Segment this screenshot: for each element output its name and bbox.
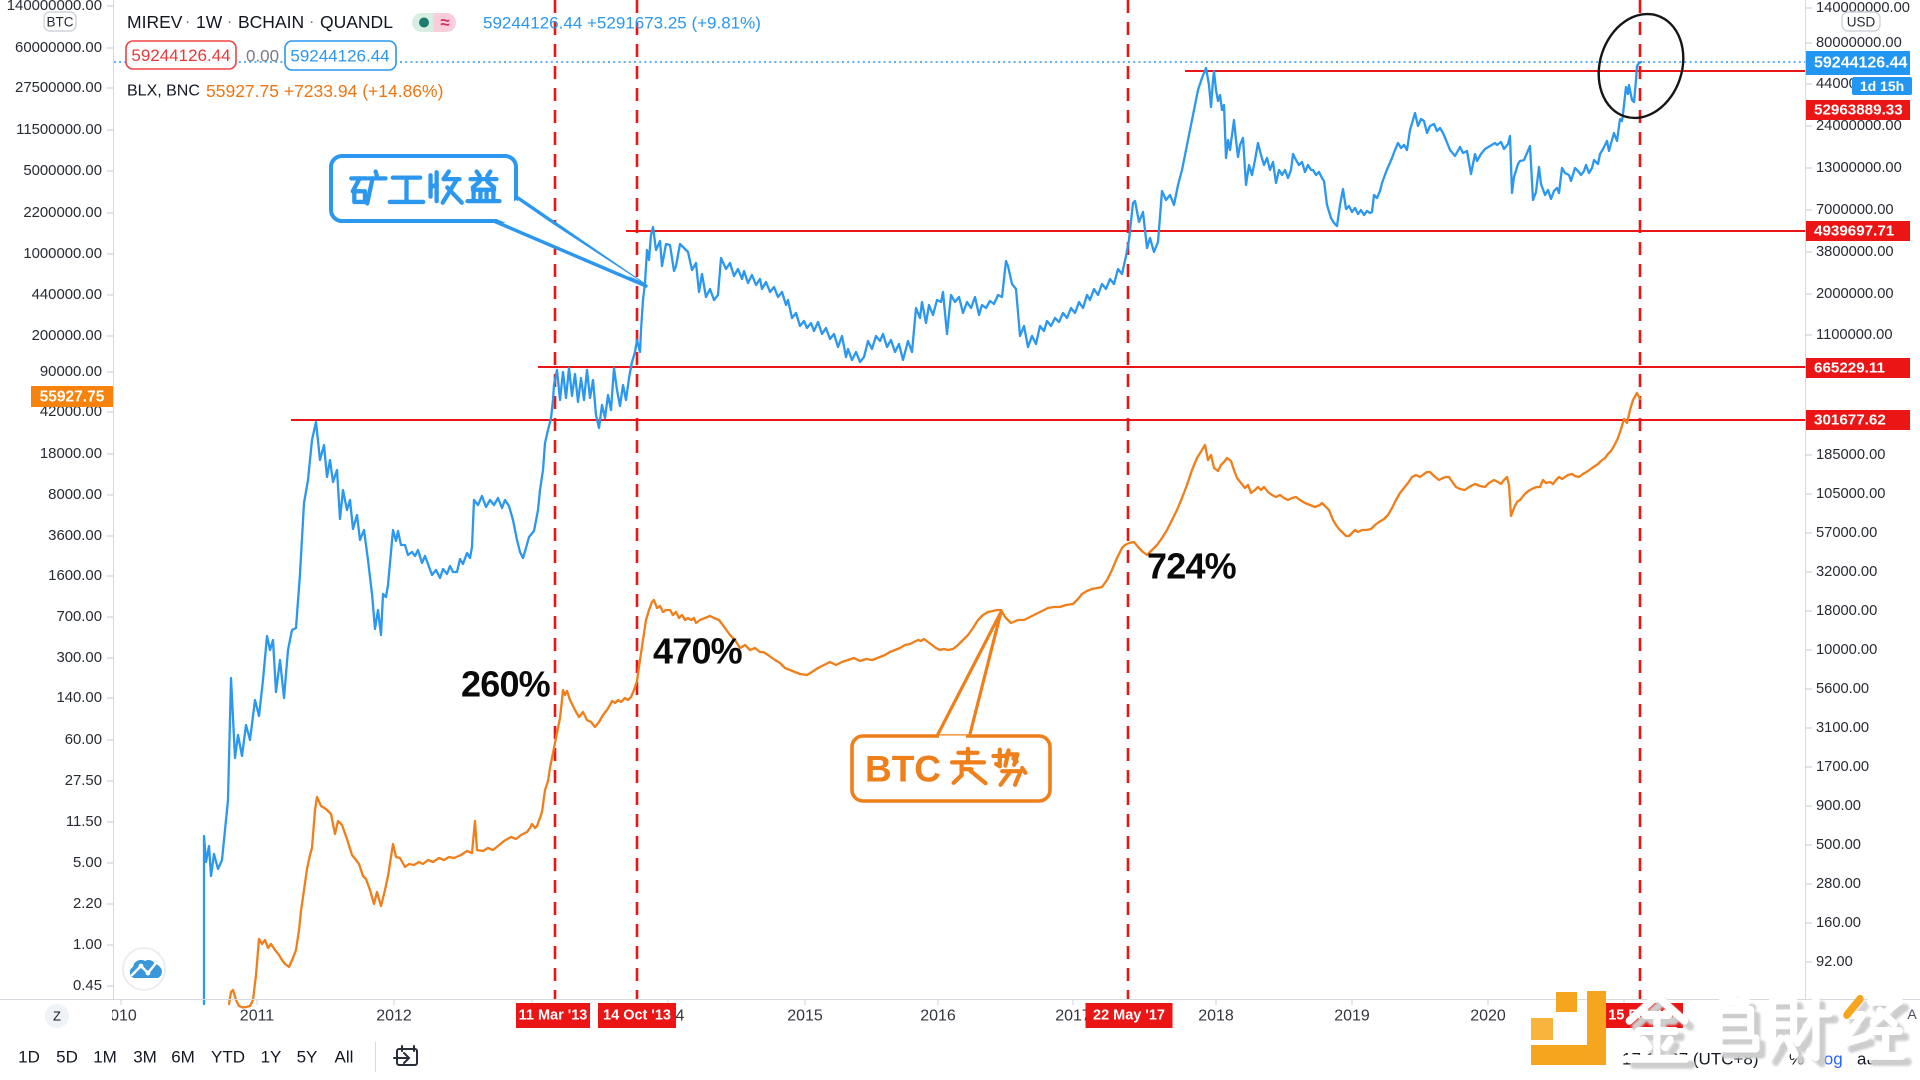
svg-text:160.00: 160.00: [1816, 915, 1861, 931]
svg-text:60.00: 60.00: [65, 732, 102, 748]
svg-text:All: All: [335, 1048, 354, 1067]
svg-text:BTC: BTC: [865, 749, 941, 790]
svg-text:1D: 1D: [18, 1048, 40, 1067]
svg-text:2012: 2012: [376, 1008, 412, 1025]
svg-text:3100.00: 3100.00: [1816, 720, 1869, 736]
svg-text:YTD: YTD: [211, 1048, 245, 1067]
svg-text:6M: 6M: [171, 1048, 195, 1067]
svg-text:10000.00: 10000.00: [1816, 642, 1877, 658]
svg-text:log: log: [1820, 1050, 1843, 1069]
svg-text:140.00: 140.00: [56, 690, 102, 706]
svg-text:2018: 2018: [1198, 1008, 1234, 1025]
svg-text:13000000.00: 13000000.00: [1816, 160, 1902, 176]
svg-text:1W: 1W: [196, 12, 223, 32]
svg-text:18000.00: 18000.00: [40, 446, 102, 462]
svg-text:2000000.00: 2000000.00: [1816, 286, 1894, 302]
svg-text:2200000.00: 2200000.00: [23, 205, 102, 221]
svg-text:301677.62: 301677.62: [1814, 412, 1886, 429]
svg-text:4939697.71: 4939697.71: [1814, 223, 1895, 240]
svg-text:≈: ≈: [440, 13, 449, 32]
svg-text:140000000.00: 140000000.00: [7, 0, 102, 14]
svg-text:3600.00: 3600.00: [48, 528, 102, 544]
svg-text:MIREV: MIREV: [127, 12, 183, 32]
svg-text:18000.00: 18000.00: [1816, 603, 1877, 619]
svg-text:57000.00: 57000.00: [1816, 525, 1877, 541]
svg-text:55927.75 +7233.94 (+14.86%): 55927.75 +7233.94 (+14.86%): [206, 81, 443, 101]
svg-text:1Y: 1Y: [261, 1048, 282, 1067]
svg-text:500.00: 500.00: [1816, 837, 1861, 853]
svg-text:55927.75: 55927.75: [40, 389, 105, 406]
svg-text:0.45: 0.45: [73, 978, 102, 994]
svg-text:11500000.00: 11500000.00: [16, 122, 102, 138]
svg-text:52963889.33: 52963889.33: [1814, 102, 1903, 119]
svg-text:32000.00: 32000.00: [1816, 564, 1877, 580]
svg-text:24000000.00: 24000000.00: [1816, 118, 1902, 134]
svg-text:665229.11: 665229.11: [1814, 360, 1886, 377]
svg-text:92.00: 92.00: [1816, 954, 1853, 970]
svg-text:4: 4: [676, 1008, 685, 1025]
svg-text:11 Mar '13: 11 Mar '13: [519, 1008, 588, 1024]
svg-text:5D: 5D: [56, 1048, 78, 1067]
svg-text:3M: 3M: [133, 1048, 157, 1067]
svg-text:2011: 2011: [240, 1008, 275, 1025]
svg-text:2015: 2015: [787, 1008, 823, 1025]
svg-text:2019: 2019: [1334, 1008, 1370, 1025]
svg-text:Z: Z: [53, 1009, 61, 1024]
svg-text:59244126.44: 59244126.44: [290, 47, 389, 66]
svg-text:470%: 470%: [653, 631, 743, 672]
svg-text:BLX, BNC: BLX, BNC: [127, 83, 200, 100]
svg-text:60000000.00: 60000000.00: [15, 40, 102, 56]
svg-text:260%: 260%: [461, 664, 551, 705]
svg-text:2.20: 2.20: [73, 896, 102, 912]
svg-text:59244126.44: 59244126.44: [1814, 55, 1908, 72]
svg-text:1100000.00: 1100000.00: [1816, 327, 1893, 343]
svg-text:105000.00: 105000.00: [1816, 486, 1885, 502]
svg-text:·: ·: [185, 14, 190, 31]
svg-text:1.00: 1.00: [73, 937, 102, 953]
svg-text:BTC: BTC: [47, 15, 74, 30]
svg-text:1000000.00: 1000000.00: [23, 246, 102, 262]
svg-text:27500000.00: 27500000.00: [15, 80, 102, 96]
svg-text:80000000.00: 80000000.00: [1816, 35, 1902, 51]
svg-text:27.50: 27.50: [65, 773, 102, 789]
svg-text:90000.00: 90000.00: [40, 364, 102, 380]
svg-text:300.00: 300.00: [56, 650, 102, 666]
svg-text:42000.00: 42000.00: [40, 404, 102, 420]
svg-text:1M: 1M: [93, 1048, 117, 1067]
svg-text:3800000.00: 3800000.00: [1816, 244, 1894, 260]
svg-text:·: ·: [309, 14, 314, 31]
svg-text:280.00: 280.00: [1816, 876, 1861, 892]
svg-text:900.00: 900.00: [1816, 798, 1861, 814]
svg-text:200000.00: 200000.00: [32, 328, 102, 344]
svg-text:QUANDL: QUANDL: [320, 12, 393, 32]
svg-text:2020: 2020: [1470, 1008, 1506, 1025]
svg-text:·: ·: [227, 14, 232, 31]
svg-text:5000000.00: 5000000.00: [23, 163, 102, 179]
svg-text:0.00: 0.00: [246, 47, 279, 66]
svg-text:59244126.44 +5291673.25 (+9.81: 59244126.44 +5291673.25 (+9.81%): [483, 14, 761, 33]
svg-text:1600.00: 1600.00: [48, 568, 102, 584]
svg-text:14 Oct '13: 14 Oct '13: [603, 1008, 671, 1024]
svg-text:1d 15h: 1d 15h: [1860, 78, 1904, 94]
svg-text:7000000.00: 7000000.00: [1816, 202, 1894, 218]
svg-text:BCHAIN: BCHAIN: [238, 12, 304, 32]
svg-text:5.00: 5.00: [73, 855, 102, 871]
svg-text:59244126.44: 59244126.44: [131, 46, 230, 65]
svg-text:2016: 2016: [920, 1008, 956, 1025]
svg-text:700.00: 700.00: [56, 609, 102, 625]
svg-text:724%: 724%: [1147, 546, 1237, 587]
svg-text:8000.00: 8000.00: [48, 487, 102, 503]
svg-text:11.50: 11.50: [66, 814, 102, 830]
svg-text:1700.00: 1700.00: [1816, 759, 1869, 775]
svg-text:2017: 2017: [1055, 1008, 1091, 1025]
svg-text:140000000.00: 140000000.00: [1816, 0, 1910, 16]
svg-text:5600.00: 5600.00: [1816, 681, 1869, 697]
svg-text:5Y: 5Y: [297, 1048, 318, 1067]
svg-text:A: A: [1907, 1006, 1917, 1022]
svg-text:440000.00: 440000.00: [32, 287, 102, 303]
svg-text:22 May '17: 22 May '17: [1093, 1008, 1165, 1024]
svg-text:USD: USD: [1847, 15, 1876, 30]
svg-text:185000.00: 185000.00: [1816, 447, 1885, 463]
